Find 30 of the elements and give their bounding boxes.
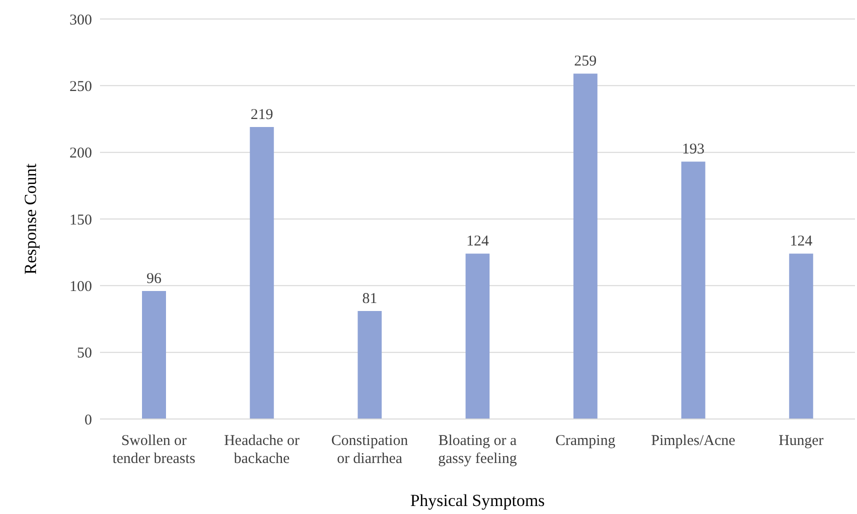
y-tick-label: 200: [70, 146, 92, 162]
bar: [573, 74, 598, 419]
data-label: 193: [682, 142, 705, 158]
y-tick-label: 50: [77, 346, 92, 362]
y-tick-label: 300: [70, 12, 92, 28]
bar: [681, 162, 706, 419]
data-label: 219: [250, 107, 274, 123]
data-label: 81: [362, 291, 378, 307]
bar: [466, 254, 490, 419]
x-tick-label: Pimples/Acne: [651, 433, 736, 449]
x-tick-label: Cramping: [555, 433, 616, 449]
y-tick-label: 0: [84, 412, 92, 428]
x-tick-label: Swollen or tender breasts: [112, 433, 196, 467]
x-axis-title: Physical Symptoms: [410, 491, 545, 510]
data-label: 124: [466, 234, 490, 250]
y-tick-label: 100: [70, 278, 92, 295]
data-label: 96: [146, 271, 162, 287]
y-tick-label: 150: [70, 212, 92, 228]
bar: [250, 127, 274, 419]
bar: [358, 311, 382, 419]
x-tick-label: Hunger: [778, 433, 824, 449]
x-tick-label: Constipation or diarrhea: [331, 433, 408, 467]
y-axis-title: Response Count: [21, 163, 40, 274]
x-tick-label: Headache or backache: [224, 433, 300, 467]
data-label: 124: [790, 234, 813, 250]
x-tick-label: Bloating or a gassy feeling: [438, 433, 518, 467]
data-label: 259: [574, 54, 597, 70]
bar: [142, 291, 166, 419]
y-tick-label: 250: [70, 78, 92, 95]
bar: [789, 254, 814, 419]
